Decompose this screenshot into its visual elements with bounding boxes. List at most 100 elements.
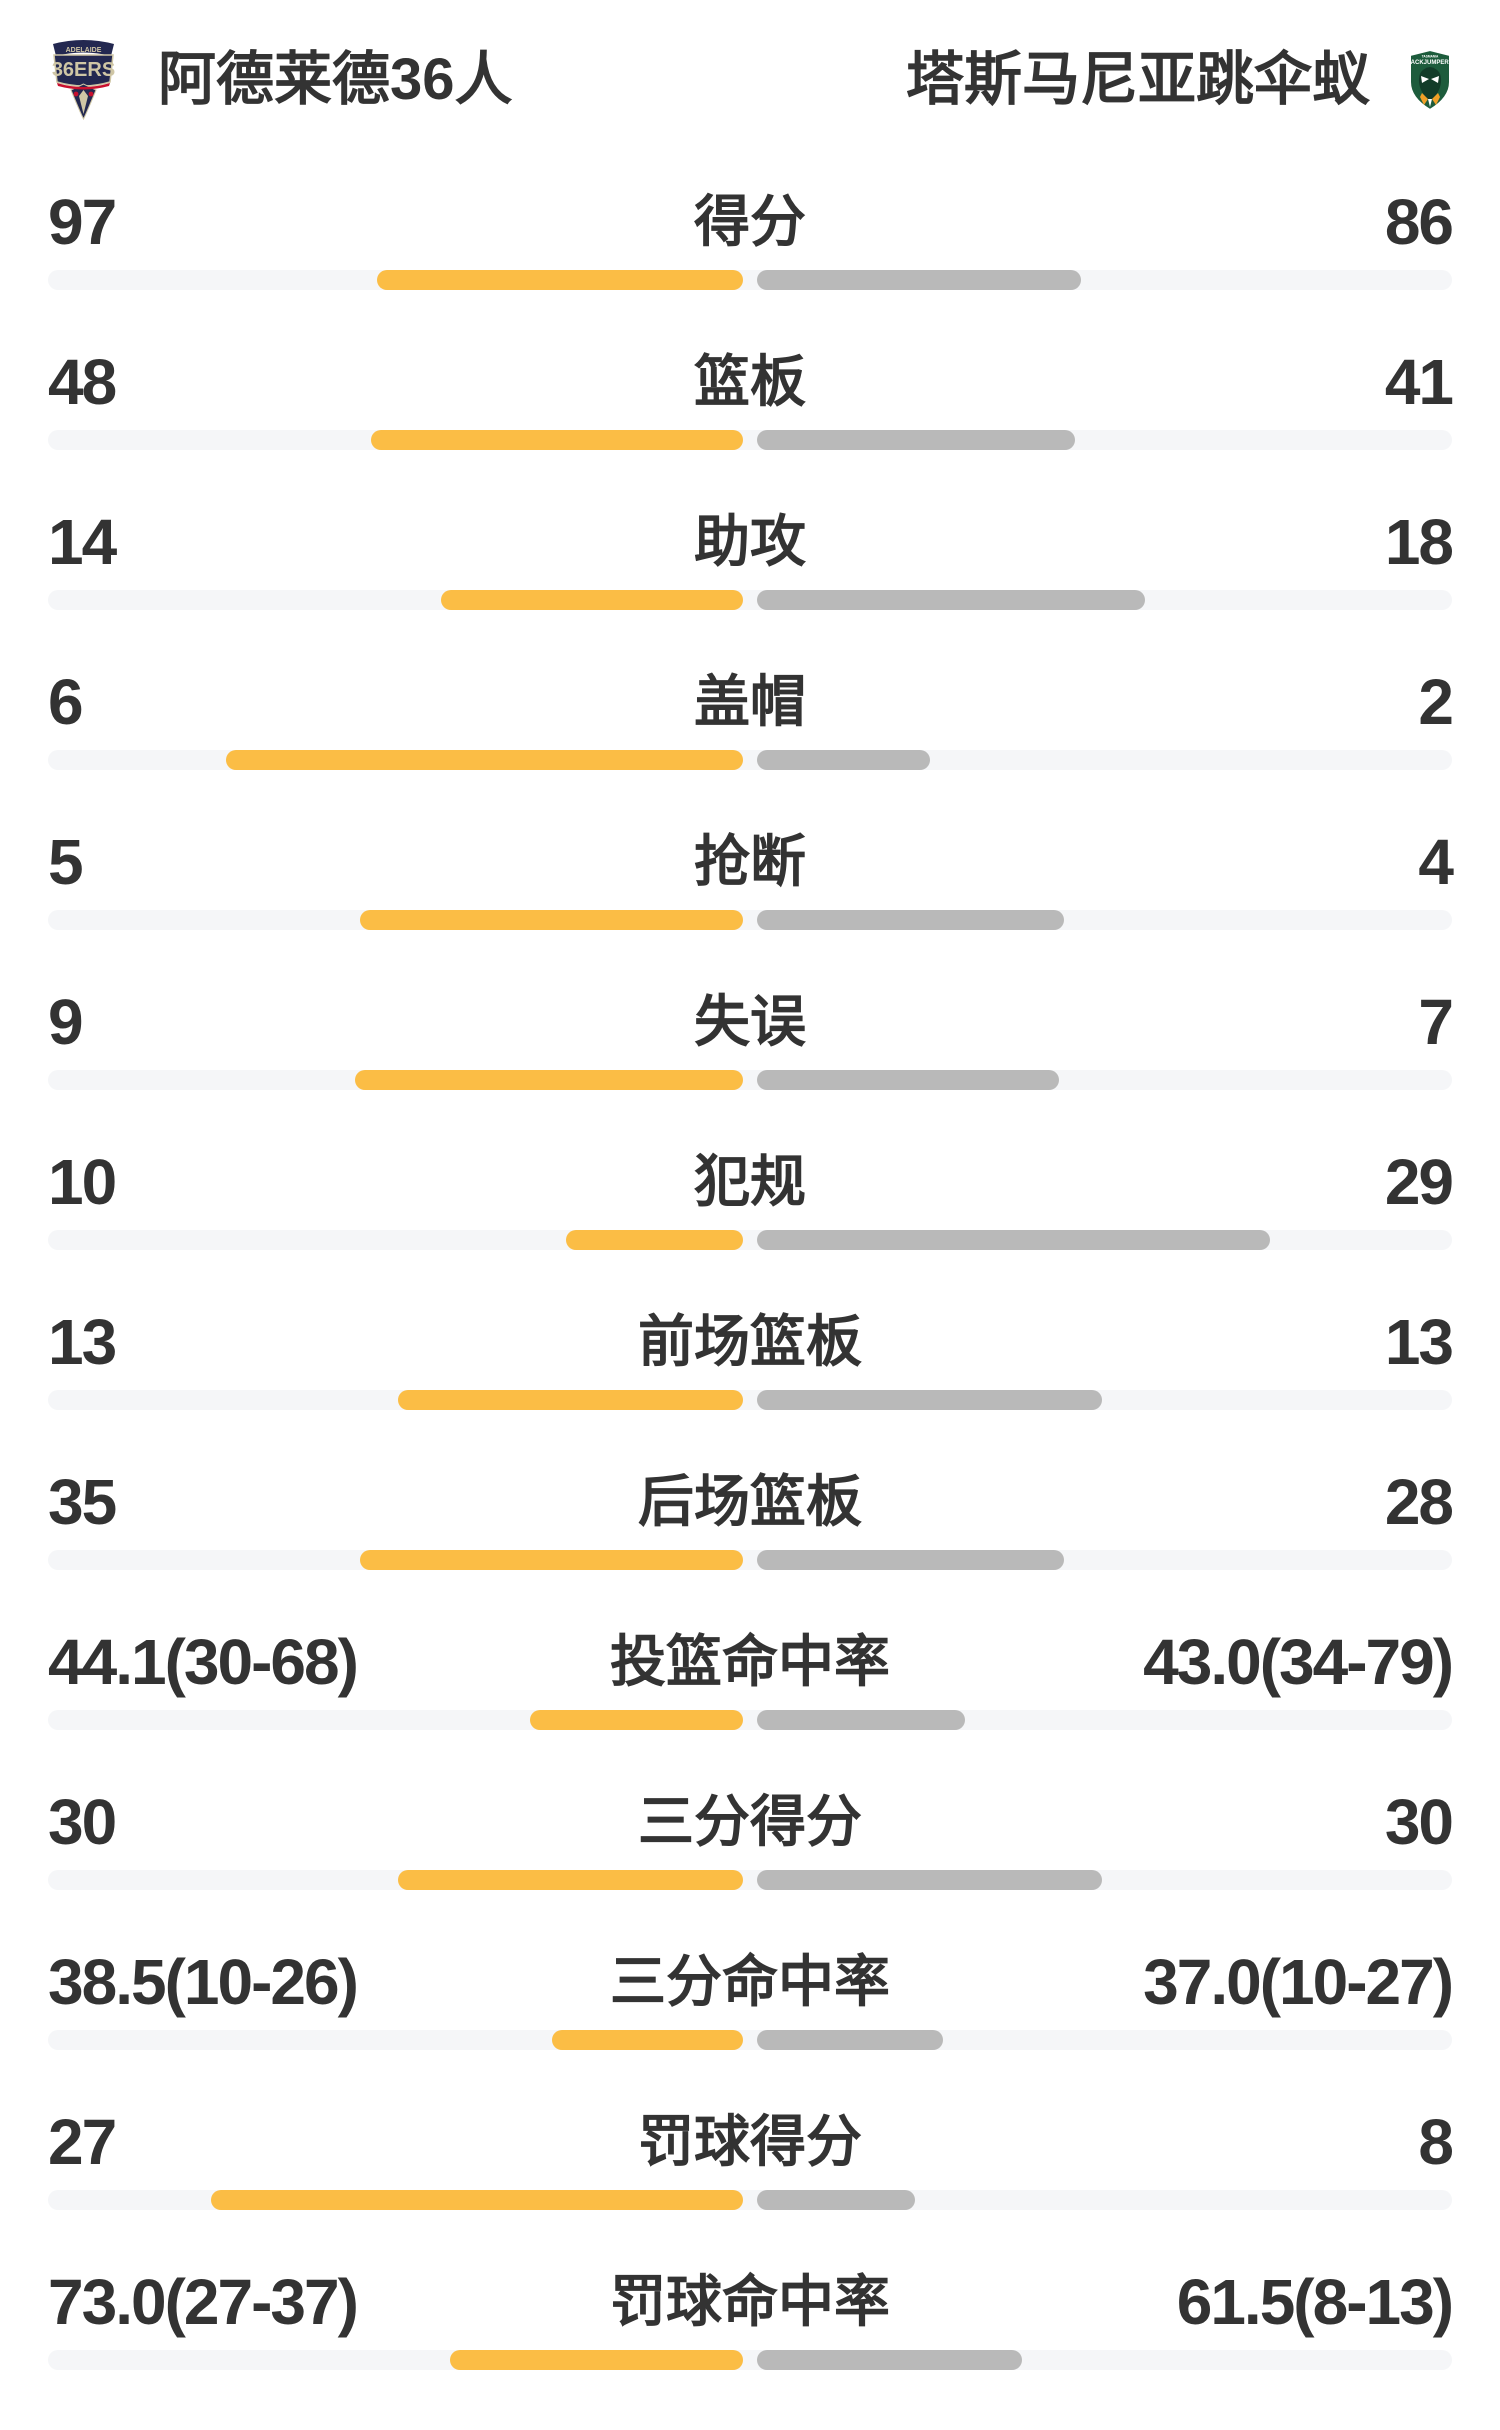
adelaide-36ers-logo: ADELAIDE 36ERS <box>52 40 115 120</box>
home-team-header[interactable]: ADELAIDE 36ERS 阿德莱德36人 <box>47 40 513 120</box>
away-bar <box>757 1550 1064 1570</box>
svg-text:ADELAIDE: ADELAIDE <box>66 47 102 54</box>
stat-bar-track <box>48 2190 1452 2210</box>
stat-values: 97 86 <box>48 186 1454 258</box>
stat-values: 14 18 <box>48 506 1454 578</box>
stat-bar-track <box>48 1870 1452 1890</box>
home-value: 30 <box>48 1786 117 1858</box>
stat-row: 27 8 罚球得分 <box>48 2106 1454 2270</box>
tasmania-jackjumpers-logo: TASMANIA JACKJUMPERS <box>1408 49 1452 111</box>
home-value: 27 <box>48 2106 117 2178</box>
away-bar <box>757 2030 943 2050</box>
stat-label: 后场篮板 <box>638 1470 862 1533</box>
away-bar <box>757 270 1081 290</box>
away-bar <box>757 430 1075 450</box>
away-bar <box>757 750 930 770</box>
away-value: 30 <box>1384 1786 1454 1858</box>
stat-row: 73.0(27-37) 61.5(8-13) 罚球命中率 <box>48 2266 1454 2430</box>
away-bar <box>757 1870 1102 1890</box>
stat-row: 14 18 助攻 <box>48 506 1454 670</box>
stat-bar-track <box>48 1230 1452 1250</box>
stat-label: 篮板 <box>694 350 806 413</box>
home-value: 73.0(27-37) <box>48 2266 359 2338</box>
away-value: 2 <box>1418 666 1454 738</box>
stat-label: 得分 <box>694 190 806 253</box>
stat-row: 30 30 三分得分 <box>48 1786 1454 1950</box>
away-team-name: 塔斯马尼亚跳伞蚁 <box>905 47 1370 112</box>
stat-bar-track <box>48 1550 1452 1570</box>
stat-bar-track <box>48 270 1452 290</box>
home-bar <box>371 430 743 450</box>
home-value: 13 <box>48 1306 117 1378</box>
home-bar <box>552 2030 743 2050</box>
home-bar <box>360 1550 743 1570</box>
home-bar <box>450 2350 743 2370</box>
stat-label: 罚球得分 <box>638 2110 862 2173</box>
home-value: 6 <box>48 666 84 738</box>
svg-text:TASMANIA: TASMANIA <box>1422 55 1439 59</box>
away-bar <box>757 590 1145 610</box>
home-bar <box>360 910 743 930</box>
stat-row: 35 28 后场篮板 <box>48 1466 1454 1630</box>
home-value: 48 <box>48 346 117 418</box>
away-team-header[interactable]: 塔斯马尼亚跳伞蚁 TASMANIA JACKJUMPERS <box>906 40 1452 120</box>
stat-bar-track <box>48 1710 1452 1730</box>
stat-bar-track <box>48 430 1452 450</box>
stat-values: 38.5(10-26) 37.0(10-27) <box>48 1946 1454 2018</box>
home-value: 9 <box>48 986 84 1058</box>
away-value: 28 <box>1384 1466 1454 1538</box>
home-value: 10 <box>48 1146 117 1218</box>
away-bar <box>757 2350 1022 2370</box>
stat-label: 失误 <box>694 990 806 1053</box>
stat-values: 27 8 <box>48 2106 1454 2178</box>
svg-text:JACKJUMPERS: JACKJUMPERS <box>1408 60 1452 66</box>
stat-values: 35 28 <box>48 1466 1454 1538</box>
stat-label: 盖帽 <box>694 670 806 733</box>
home-bar <box>226 750 743 770</box>
stat-label: 投篮命中率 <box>610 1630 890 1693</box>
stat-values: 10 29 <box>48 1146 1454 1218</box>
stat-bar-track <box>48 750 1452 770</box>
away-bar <box>757 910 1064 930</box>
stat-label: 罚球命中率 <box>610 2270 890 2333</box>
stat-row: 9 7 失误 <box>48 986 1454 1150</box>
away-bar <box>757 1070 1059 1090</box>
away-bar <box>757 1710 965 1730</box>
stat-values: 30 30 <box>48 1786 1454 1858</box>
stat-label: 三分命中率 <box>610 1950 890 2013</box>
home-value: 97 <box>48 186 117 258</box>
home-bar <box>398 1870 743 1890</box>
home-bar <box>566 1230 743 1250</box>
away-bar <box>757 1230 1270 1250</box>
stat-row: 38.5(10-26) 37.0(10-27) 三分命中率 <box>48 1946 1454 2110</box>
away-bar <box>757 1390 1102 1410</box>
home-value: 35 <box>48 1466 117 1538</box>
home-value: 44.1(30-68) <box>48 1626 359 1698</box>
stat-label: 抢断 <box>694 830 806 893</box>
away-value: 37.0(10-27) <box>1143 1946 1454 2018</box>
stat-values: 48 41 <box>48 346 1454 418</box>
stat-values: 44.1(30-68) 43.0(34-79) <box>48 1626 1454 1698</box>
stat-row: 97 86 得分 <box>48 186 1454 350</box>
home-value: 14 <box>48 506 117 578</box>
home-bar <box>355 1070 743 1090</box>
stat-label: 犯规 <box>694 1150 806 1213</box>
stat-values: 73.0(27-37) 61.5(8-13) <box>48 2266 1454 2338</box>
stat-bar-track <box>48 1390 1452 1410</box>
home-bar <box>398 1390 743 1410</box>
stat-row: 10 29 犯规 <box>48 1146 1454 1310</box>
stat-bar-track <box>48 1070 1452 1090</box>
home-bar <box>377 270 743 290</box>
home-bar <box>530 1710 743 1730</box>
stat-bar-track <box>48 2030 1452 2050</box>
stat-row: 6 2 盖帽 <box>48 666 1454 830</box>
stat-row: 48 41 篮板 <box>48 346 1454 510</box>
away-value: 8 <box>1418 2106 1454 2178</box>
away-value: 18 <box>1384 506 1454 578</box>
home-bar <box>441 590 743 610</box>
stat-bar-track <box>48 2350 1452 2370</box>
